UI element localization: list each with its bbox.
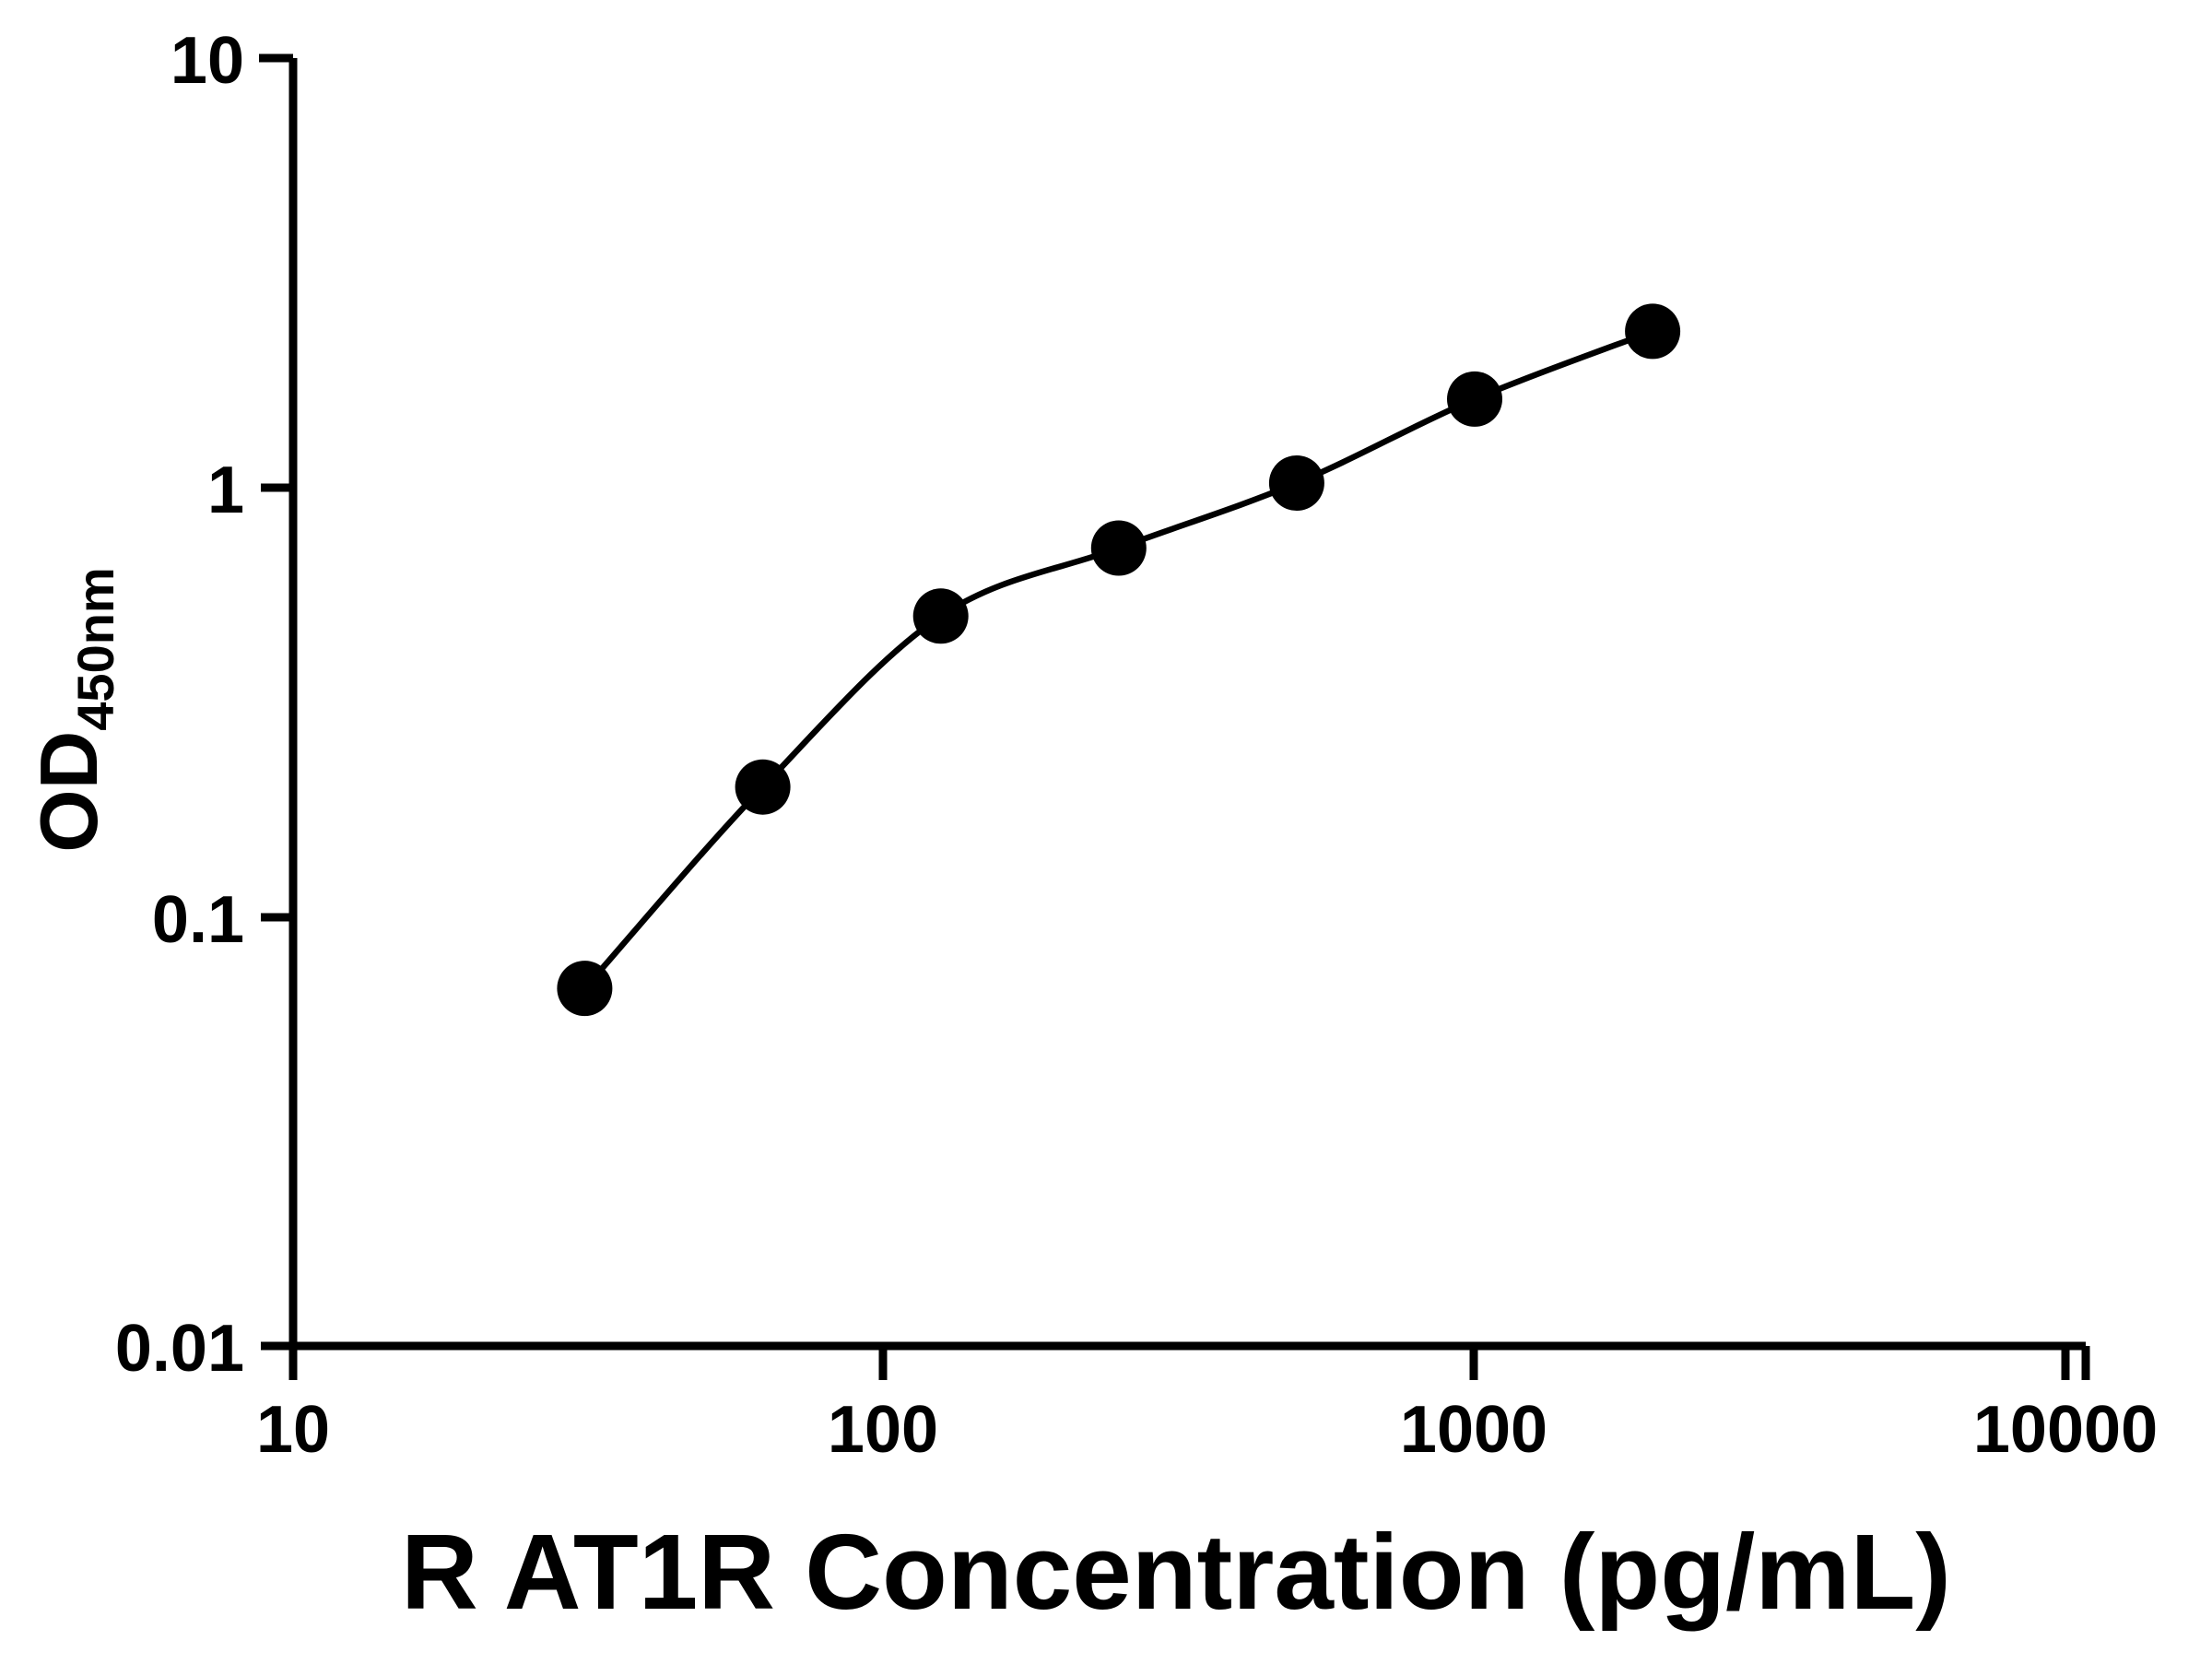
svg-text:0.01: 0.01 [115, 1312, 244, 1386]
svg-text:10: 10 [256, 1393, 330, 1467]
svg-text:0.1: 0.1 [152, 883, 244, 957]
svg-text:1000: 1000 [1400, 1393, 1547, 1467]
svg-text:10: 10 [171, 24, 244, 98]
svg-text:100: 100 [828, 1393, 938, 1467]
svg-text:1: 1 [207, 454, 244, 527]
svg-text:R AT1R Concentration (pg/mL): R AT1R Concentration (pg/mL) [401, 1512, 1951, 1632]
svg-text:10000: 10000 [1973, 1393, 2158, 1467]
svg-text:OD450nm: OD450nm [23, 567, 124, 852]
